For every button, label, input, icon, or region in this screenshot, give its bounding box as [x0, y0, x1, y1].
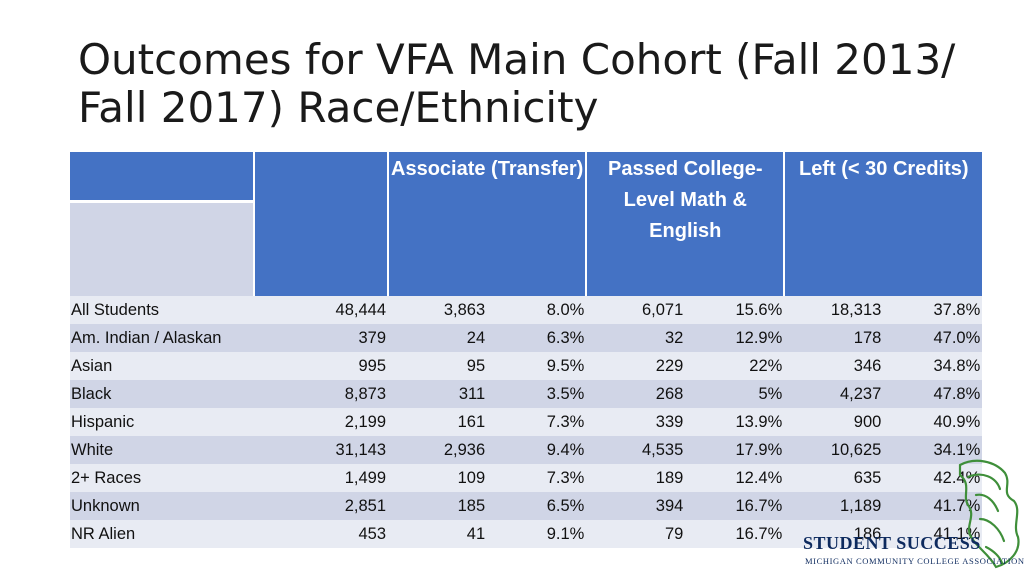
cohort-count: 8,873 [254, 380, 388, 408]
table-row: Hispanic 2,199 161 7.3% 339 13.9% 900 40.9% [70, 408, 983, 436]
associate-percent: 6.3% [487, 324, 587, 352]
left-count: 186 [784, 520, 884, 548]
row-label: Asian [70, 352, 254, 380]
table-body: All Students 48,444 3,863 8.0% 6,071 15.6% 18,… [70, 296, 983, 548]
math-english-percent: 12.4% [685, 464, 785, 492]
math-english-percent: 5% [685, 380, 785, 408]
math-english-percent: 22% [685, 352, 785, 380]
cohort-count: 48,444 [254, 296, 388, 324]
left-count: 900 [784, 408, 884, 436]
slide-title: Outcomes for VFA Main Cohort (Fall 2013/… [78, 35, 956, 132]
table-row: White 31,143 2,936 9.4% 4,535 17.9% 10,625 34.1… [70, 436, 983, 464]
left-percent: 34.8% [883, 352, 983, 380]
table-row: 2+ Races 1,499 109 7.3% 189 12.4% 635 42.4% [70, 464, 983, 492]
associate-percent: 7.3% [487, 408, 587, 436]
cohort-count: 2,199 [254, 408, 388, 436]
table-row: Unknown 2,851 185 6.5% 394 16.7% 1,189 41.7% [70, 492, 983, 520]
math-english-percent: 16.7% [685, 492, 785, 520]
cohort-count: 1,499 [254, 464, 388, 492]
row-label: Black [70, 380, 254, 408]
row-label: Am. Indian / Alaskan [70, 324, 254, 352]
associate-percent: 3.5% [487, 380, 587, 408]
header-cohort-blank [253, 152, 388, 296]
row-label: Unknown [70, 492, 254, 520]
table-row: Black 8,873 311 3.5% 268 5% 4,237 47.8% [70, 380, 983, 408]
associate-percent: 7.3% [487, 464, 587, 492]
cohort-count: 379 [254, 324, 388, 352]
math-english-count: 6,071 [586, 296, 686, 324]
cohort-count: 2,851 [254, 492, 388, 520]
math-english-count: 4,535 [586, 436, 686, 464]
associate-count: 2,936 [388, 436, 488, 464]
left-count: 178 [784, 324, 884, 352]
logo-title: STUDENT SUCCESS [803, 533, 981, 553]
math-english-percent: 13.9% [685, 408, 785, 436]
math-english-count: 268 [586, 380, 686, 408]
math-english-count: 79 [586, 520, 686, 548]
associate-count: 185 [388, 492, 488, 520]
associate-count: 161 [388, 408, 488, 436]
math-english-percent: 17.9% [685, 436, 785, 464]
cohort-count: 31,143 [254, 436, 388, 464]
left-count: 10,625 [784, 436, 884, 464]
associate-count: 109 [388, 464, 488, 492]
cohort-count: 453 [254, 520, 388, 548]
left-count: 4,237 [784, 380, 884, 408]
row-label: Hispanic [70, 408, 254, 436]
math-english-count: 394 [586, 492, 686, 520]
math-english-count: 229 [586, 352, 686, 380]
table-row: All Students 48,444 3,863 8.0% 6,071 15.6% 18,… [70, 296, 983, 324]
left-percent: 47.8% [883, 380, 983, 408]
left-percent: 41.1% [883, 520, 983, 548]
left-percent: 37.8% [883, 296, 983, 324]
associate-count: 24 [388, 324, 488, 352]
left-percent: 41.7% [883, 492, 983, 520]
left-percent: 40.9% [883, 408, 983, 436]
associate-count: 3,863 [388, 296, 488, 324]
row-label: NR Alien [70, 520, 254, 548]
left-count: 1,189 [784, 492, 884, 520]
header-corner-top [70, 152, 254, 203]
cohort-count: 995 [254, 352, 388, 380]
associate-percent: 6.5% [487, 492, 587, 520]
associate-percent: 9.4% [487, 436, 587, 464]
associate-percent: 9.5% [487, 352, 587, 380]
left-count: 18,313 [784, 296, 884, 324]
row-label: All Students [70, 296, 254, 324]
associate-percent: 8.0% [487, 296, 587, 324]
left-count: 635 [784, 464, 884, 492]
header-left: Left (< 30 Credits) [783, 152, 983, 296]
left-percent: 34.1% [883, 436, 983, 464]
math-english-count: 339 [586, 408, 686, 436]
michigan-student-success-logo [958, 459, 1020, 569]
table-row: NR Alien 453 41 9.1% 79 16.7% 186 41.1% [70, 520, 983, 548]
outcomes-table: Associate (Transfer) Passed College-Leve… [70, 152, 983, 548]
math-english-percent: 15.6% [685, 296, 785, 324]
header-corner-bottom [70, 201, 254, 296]
logo-subtitle: MICHIGAN COMMUNITY COLLEGE ASSOCIATION [805, 556, 1024, 566]
associate-count: 41 [388, 520, 488, 548]
math-english-percent: 16.7% [685, 520, 785, 548]
left-count: 346 [784, 352, 884, 380]
table-row: Asian 995 95 9.5% 229 22% 346 34.8% [70, 352, 983, 380]
math-english-percent: 12.9% [685, 324, 785, 352]
table-row: Am. Indian / Alaskan 379 24 6.3% 32 12.9% 178 4… [70, 324, 983, 352]
header-passed-math-english: Passed College-Level Math & English [585, 152, 785, 296]
row-label: 2+ Races [70, 464, 254, 492]
math-english-count: 189 [586, 464, 686, 492]
left-percent: 47.0% [883, 324, 983, 352]
associate-percent: 9.1% [487, 520, 587, 548]
michigan-map-icon [958, 459, 1020, 569]
associate-count: 311 [388, 380, 488, 408]
math-english-count: 32 [586, 324, 686, 352]
associate-count: 95 [388, 352, 488, 380]
row-label: White [70, 436, 254, 464]
header-associate: Associate (Transfer) [386, 152, 587, 296]
